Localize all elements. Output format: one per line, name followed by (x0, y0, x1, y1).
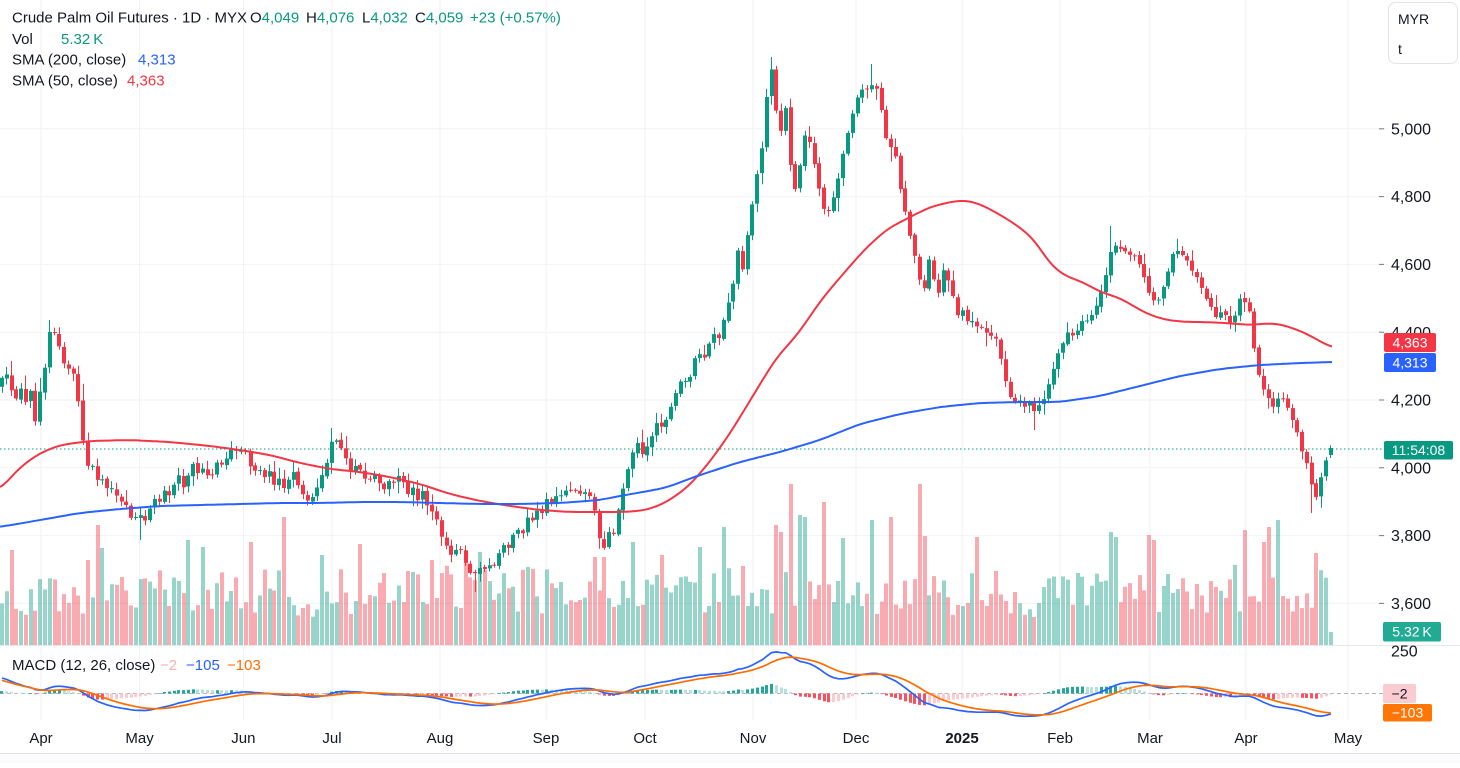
svg-text:C4,059: C4,059 (415, 10, 463, 27)
svg-text:4,000: 4,000 (1391, 460, 1431, 477)
svg-text:4,800: 4,800 (1391, 189, 1431, 206)
svg-text:Sep: Sep (533, 730, 560, 747)
svg-text:3,800: 3,800 (1391, 528, 1431, 545)
svg-text:4,200: 4,200 (1391, 393, 1431, 410)
svg-text:SMA (50, close): SMA (50, close) (12, 73, 118, 90)
svg-text:5.32 K: 5.32 K (61, 31, 103, 48)
svg-text:−103: −103 (227, 657, 261, 674)
svg-text:4,363: 4,363 (1392, 335, 1427, 351)
svg-text:L4,032: L4,032 (362, 10, 408, 27)
svg-text:5,000: 5,000 (1391, 121, 1431, 138)
svg-text:Oct: Oct (633, 730, 657, 747)
svg-text:4,313: 4,313 (1392, 355, 1427, 371)
svg-text:O4,049: O4,049 (250, 10, 299, 27)
svg-text:+23 (+0.57%): +23 (+0.57%) (470, 10, 561, 27)
svg-text:Mar: Mar (1137, 730, 1163, 747)
svg-text:4,600: 4,600 (1391, 257, 1431, 274)
svg-text:250: 250 (1391, 644, 1418, 661)
svg-text:t: t (1398, 41, 1402, 57)
svg-text:May: May (125, 730, 154, 747)
svg-text:Dec: Dec (843, 730, 870, 747)
svg-text:Feb: Feb (1047, 730, 1073, 747)
svg-text:5.32 K: 5.32 K (1392, 624, 1432, 640)
svg-text:4,313: 4,313 (138, 52, 176, 69)
svg-text:−2: −2 (1392, 686, 1408, 702)
svg-text:MACD (12, 26, close): MACD (12, 26, close) (12, 657, 155, 674)
svg-text:Vol: Vol (12, 31, 33, 48)
svg-text:Apr: Apr (29, 730, 52, 747)
svg-text:−2: −2 (160, 657, 177, 674)
svg-text:Nov: Nov (740, 730, 767, 747)
svg-text:−105: −105 (186, 657, 220, 674)
svg-text:H4,076: H4,076 (306, 10, 354, 27)
svg-text:Crude Palm Oil Futures · 1D ·: Crude Palm Oil Futures · 1D · MYX (12, 10, 247, 27)
svg-text:Apr: Apr (1234, 730, 1257, 747)
svg-text:Jun: Jun (231, 730, 255, 747)
svg-text:4,363: 4,363 (127, 73, 165, 90)
svg-text:3,600: 3,600 (1391, 596, 1431, 613)
svg-text:−103: −103 (1392, 705, 1424, 721)
svg-text:May: May (1334, 730, 1363, 747)
svg-text:MYR: MYR (1398, 11, 1429, 27)
svg-text:2025: 2025 (945, 730, 978, 747)
svg-text:Jul: Jul (322, 730, 341, 747)
svg-text:11:54:08: 11:54:08 (1392, 442, 1446, 458)
svg-text:Aug: Aug (427, 730, 454, 747)
svg-text:SMA (200, close): SMA (200, close) (12, 52, 126, 69)
